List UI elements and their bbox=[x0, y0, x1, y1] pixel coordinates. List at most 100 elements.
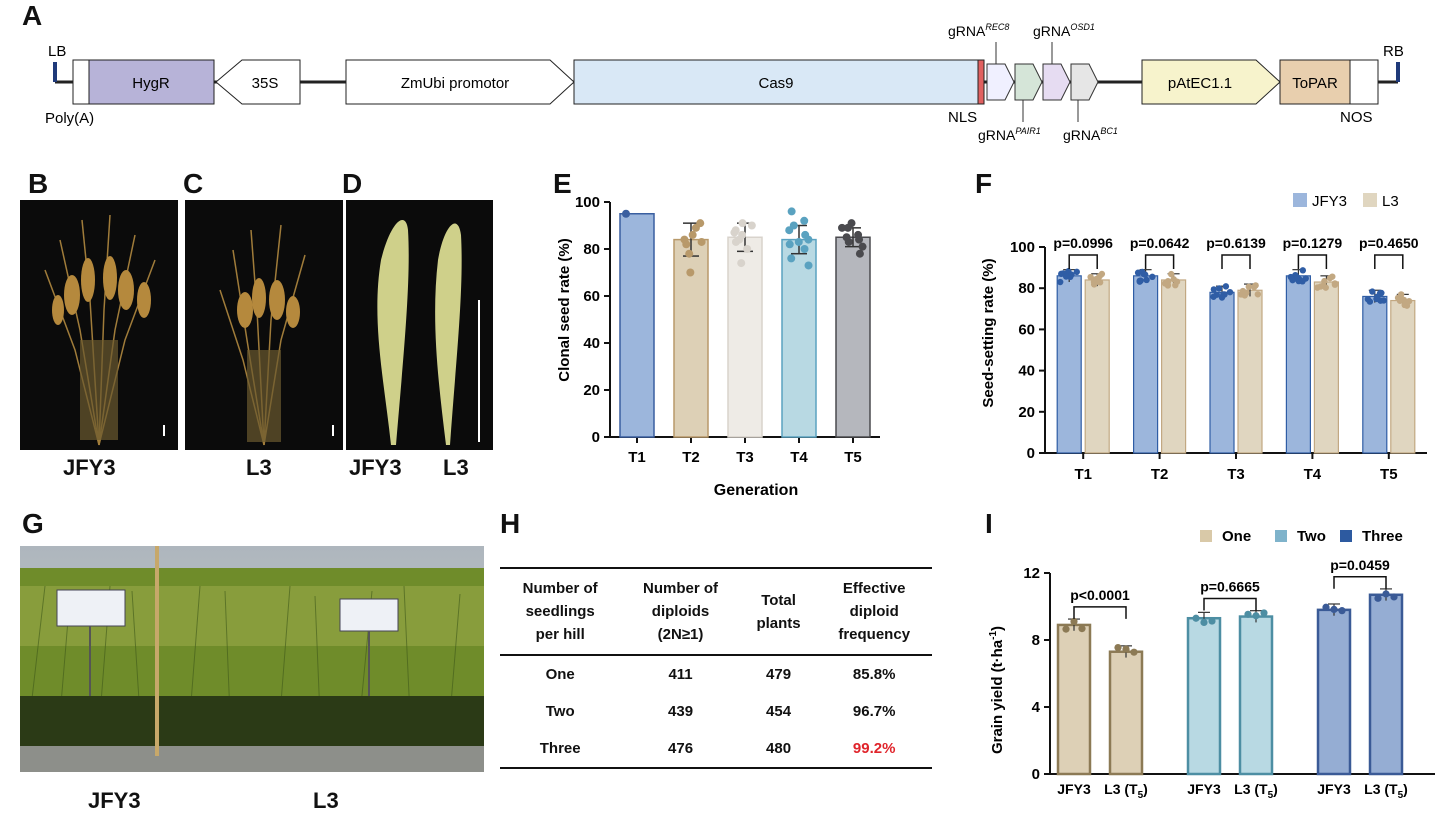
i-pvalue: p=0.0459 bbox=[1330, 557, 1390, 573]
f-point bbox=[1401, 301, 1408, 309]
f-bar bbox=[1161, 279, 1187, 454]
f-bar bbox=[1285, 275, 1311, 454]
f-bar bbox=[1390, 299, 1416, 454]
f-point bbox=[1299, 278, 1306, 285]
e-bar bbox=[781, 238, 817, 438]
f-point bbox=[1289, 276, 1296, 284]
panel-label-e: E bbox=[553, 168, 572, 199]
p35s-label: 35S bbox=[252, 75, 279, 92]
i-pvalue: p=0.6665 bbox=[1200, 579, 1260, 595]
polya-label: Poly(A) bbox=[45, 110, 94, 127]
h-col-seedlings: Number of seedlings per hill bbox=[522, 580, 598, 643]
i-point bbox=[1208, 617, 1216, 625]
h-col-frequency: Effective diploid frequency bbox=[838, 580, 911, 643]
photo-panicles bbox=[346, 200, 493, 450]
i-xtick-label: L3 (T5) bbox=[1234, 781, 1278, 801]
i-ytick-label: 4 bbox=[1032, 699, 1041, 716]
e-point bbox=[794, 237, 803, 246]
e-bar bbox=[835, 236, 871, 438]
zmubi-label: ZmUbi promotor bbox=[401, 75, 509, 92]
grna-pair1-label: gRNAPAIR1 bbox=[978, 126, 1041, 143]
f-point bbox=[1218, 294, 1226, 301]
f-point bbox=[1134, 269, 1142, 276]
f-point bbox=[1149, 273, 1156, 281]
e-point bbox=[858, 242, 867, 251]
construct-diagram: LB RB Poly(A) HygR 35S ZmUbi promotor Ca… bbox=[45, 22, 1404, 143]
i-bar bbox=[1056, 623, 1092, 776]
hygr-label: HygR bbox=[132, 75, 170, 92]
table-row: Three 476 480 99.2% bbox=[500, 730, 932, 768]
p35s-arrow bbox=[215, 59, 301, 105]
e-xtick-label: T5 bbox=[844, 449, 862, 466]
grna-rec8-arrow bbox=[986, 63, 1015, 101]
i-legend-swatch bbox=[1275, 530, 1287, 542]
f-point bbox=[1322, 284, 1329, 291]
patec-label: pAtEC1.1 bbox=[1168, 75, 1232, 92]
f-point bbox=[1168, 270, 1175, 278]
i-legend-swatch bbox=[1200, 530, 1212, 542]
i-bar bbox=[1316, 608, 1352, 776]
caption-c: L3 bbox=[246, 455, 272, 480]
i-point bbox=[1390, 593, 1398, 601]
panel-label-b: B bbox=[28, 168, 49, 199]
nls-box bbox=[977, 59, 985, 105]
i-point bbox=[1070, 617, 1078, 625]
e-point bbox=[838, 223, 847, 232]
f-ylabel: Seed-setting rate (%) bbox=[980, 258, 997, 407]
e-point bbox=[737, 259, 746, 268]
panel-label-a: A bbox=[22, 0, 43, 31]
f-point bbox=[1397, 291, 1405, 298]
i-point bbox=[1122, 645, 1130, 653]
f-bar bbox=[1056, 275, 1082, 454]
f-point bbox=[1222, 283, 1230, 290]
f-bar bbox=[1313, 281, 1339, 454]
f-bracket bbox=[1374, 254, 1404, 269]
f-point bbox=[1299, 267, 1307, 274]
patec-arrow bbox=[1141, 59, 1281, 105]
f-bracket bbox=[1221, 254, 1251, 269]
f-ytick-label: 0 bbox=[1027, 445, 1035, 462]
diploid-table-wrapper: Number of seedlings per hill Number of dipl… bbox=[500, 567, 932, 769]
grna-bc1-label: gRNABC1 bbox=[1063, 126, 1118, 143]
f-bar bbox=[1209, 291, 1235, 454]
f-bar bbox=[1362, 295, 1388, 454]
f-bar bbox=[1084, 279, 1110, 454]
i-ytick-label: 8 bbox=[1032, 632, 1040, 649]
i-point bbox=[1192, 614, 1200, 622]
panel-label-c: C bbox=[183, 168, 204, 199]
f-xtick-label: T2 bbox=[1151, 466, 1169, 483]
e-ytick-label: 60 bbox=[583, 288, 600, 305]
rb-label: RB bbox=[1383, 43, 1404, 60]
e-point bbox=[686, 268, 695, 277]
f-point bbox=[1369, 288, 1376, 295]
i-xtick-label: JFY3 bbox=[1317, 781, 1351, 797]
f-point bbox=[1098, 270, 1106, 278]
photo-l3-plant bbox=[185, 200, 343, 450]
f-ytick-label: 60 bbox=[1018, 321, 1035, 338]
f-bracket bbox=[1297, 254, 1328, 269]
f-point bbox=[1173, 278, 1181, 285]
e-ylabel: Clonal seed rate (%) bbox=[556, 238, 573, 381]
f-point bbox=[1210, 293, 1217, 300]
f-point bbox=[1073, 268, 1080, 276]
e-point bbox=[847, 219, 856, 228]
caption-d-left: JFY3 bbox=[349, 455, 402, 480]
nls-label: NLS bbox=[948, 109, 977, 126]
i-legend-label: Two bbox=[1297, 528, 1326, 545]
caption-g-left: JFY3 bbox=[88, 788, 141, 813]
f-xtick-label: T4 bbox=[1304, 466, 1322, 483]
i-bar bbox=[1238, 615, 1274, 776]
e-ytick-label: 0 bbox=[592, 429, 600, 446]
panel-label-h: H bbox=[500, 508, 521, 539]
chart-f-seed-setting: 0 20 40 60 80 100 T1 T2 T3 T4 T5 p=0.0996 p=0.0642 p… bbox=[980, 193, 1427, 483]
grna-rec8-label: gRNAREC8 bbox=[948, 22, 1009, 39]
f-point bbox=[1314, 284, 1321, 291]
e-point bbox=[785, 240, 794, 249]
i-xtick-label: JFY3 bbox=[1057, 781, 1091, 797]
panel-label-i: I bbox=[985, 508, 993, 539]
e-point bbox=[789, 221, 798, 230]
f-point bbox=[1062, 273, 1070, 280]
i-ylabel: Grain yield (t·ha-1) bbox=[988, 626, 1006, 754]
f-pvalue: p=0.0996 bbox=[1053, 235, 1113, 251]
caption-d-right: L3 bbox=[443, 455, 469, 480]
